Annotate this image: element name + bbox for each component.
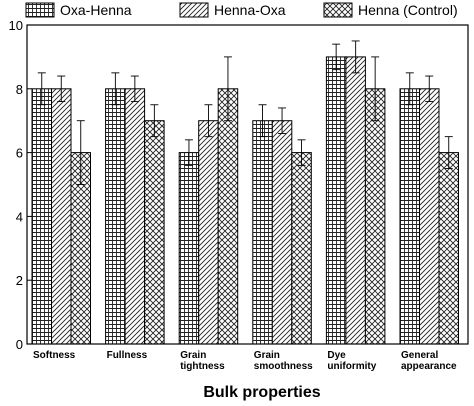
legend-label: Henna-Oxa bbox=[214, 2, 286, 18]
bar-henna-control--5 bbox=[438, 152, 459, 345]
x-tick-label: Dye uniformity bbox=[327, 350, 376, 372]
y-tick-label: 8 bbox=[16, 82, 23, 97]
x-tick-label: General appearance bbox=[401, 350, 457, 372]
legend-swatch bbox=[25, 2, 55, 18]
bar-henna-control--3 bbox=[291, 152, 312, 345]
bar-henna-oxa-5 bbox=[419, 88, 440, 345]
x-tick-label: Softness bbox=[33, 350, 76, 361]
y-tick-label: 6 bbox=[16, 146, 23, 161]
x-tick-label: Fullness bbox=[107, 350, 148, 361]
legend-label: Henna (Control) bbox=[358, 2, 458, 18]
legend-swatch bbox=[323, 2, 353, 18]
y-tick-label: 10 bbox=[9, 18, 23, 33]
y-tick-label: 4 bbox=[16, 209, 23, 224]
x-axis: Softness Fullness Grain tightness Grain smoot… bbox=[33, 350, 457, 372]
bar-oxa-henna-4 bbox=[325, 56, 347, 345]
y-tick-label: 0 bbox=[16, 337, 23, 352]
bar-oxa-henna-0 bbox=[31, 88, 52, 345]
chart-legend: Oxa-Henna Henna-Oxa Henna (Control) bbox=[25, 2, 458, 18]
legend-swatch bbox=[179, 2, 209, 18]
bar-henna-control--2 bbox=[217, 88, 239, 345]
y-tick-label: 2 bbox=[16, 273, 23, 288]
bar-henna-oxa-4 bbox=[345, 56, 366, 345]
bar-henna-control--1 bbox=[144, 120, 165, 345]
bar-oxa-henna-2 bbox=[178, 152, 200, 345]
bar-henna-oxa-0 bbox=[51, 88, 72, 345]
bar-oxa-henna-5 bbox=[399, 88, 420, 345]
plot-frame bbox=[26, 24, 469, 345]
bars bbox=[31, 56, 459, 345]
bar-henna-oxa-3 bbox=[271, 120, 293, 345]
bar-henna-oxa-1 bbox=[124, 88, 146, 345]
legend-label: Oxa-Henna bbox=[60, 2, 132, 18]
x-axis-title: Bulk properties bbox=[203, 384, 320, 401]
bar-oxa-henna-3 bbox=[252, 120, 273, 345]
x-tick-label: Grain smoothness bbox=[254, 350, 313, 372]
bar-oxa-henna-1 bbox=[105, 88, 126, 345]
bar-henna-control--4 bbox=[364, 88, 386, 345]
error-bars bbox=[37, 40, 453, 185]
y-axis: 0 2 4 6 8 10 bbox=[9, 18, 32, 352]
bar-henna-oxa-2 bbox=[198, 120, 219, 345]
x-tick-label: Grain tightness bbox=[180, 350, 225, 372]
